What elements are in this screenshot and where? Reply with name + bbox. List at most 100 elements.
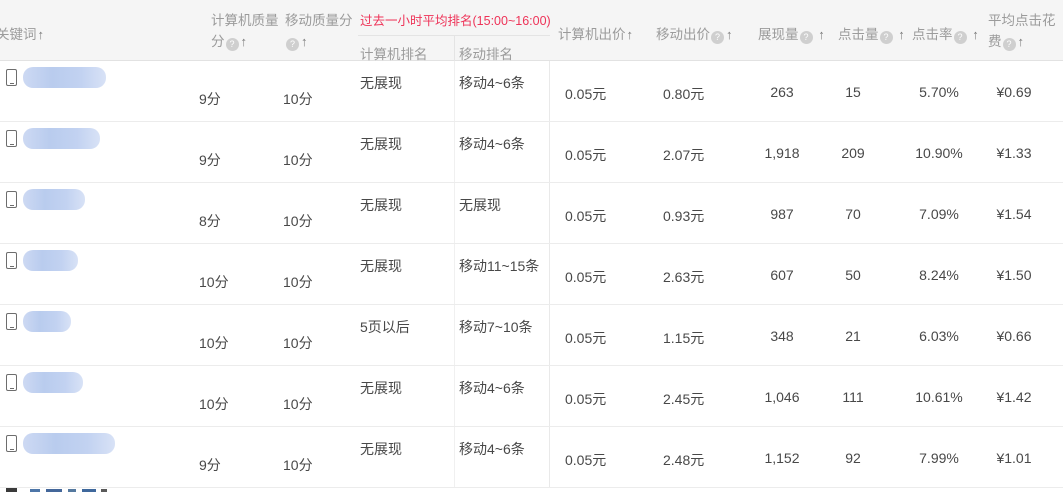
- impressions-cell: 1,046: [764, 389, 800, 405]
- sort-arrow-icon[interactable]: ↑: [972, 27, 979, 42]
- keyword-cell[interactable]: [0, 427, 195, 487]
- header-computer-quality[interactable]: 计算机质量分? ↑: [195, 0, 281, 60]
- header-clicks[interactable]: 点击量? ↑: [838, 0, 912, 60]
- clicks-cell: 92: [845, 450, 861, 466]
- header-computer-bid[interactable]: 计算机出价↑: [550, 0, 656, 60]
- help-icon[interactable]: ?: [1002, 38, 1016, 51]
- help-icon[interactable]: ?: [225, 38, 239, 51]
- header-keyword[interactable]: 关键词↑: [0, 0, 195, 60]
- header-avg-click-cost[interactable]: 平均点击花费? ↑: [988, 0, 1063, 60]
- sort-arrow-icon[interactable]: ↑: [37, 27, 45, 42]
- computer-rank-cell: 无展现: [360, 136, 402, 152]
- keyword-blur[interactable]: [23, 433, 115, 454]
- sort-arrow-icon[interactable]: ↑: [1017, 34, 1025, 49]
- rank-group-cell: 无展现 移动4~6条: [358, 61, 550, 121]
- mobile-phone-icon: [6, 191, 17, 208]
- keyword-blur[interactable]: [23, 67, 106, 88]
- mobile-phone-icon: [6, 252, 17, 269]
- ctr-cell: 8.24%: [919, 267, 959, 283]
- partial-row: [0, 488, 1063, 492]
- keyword-blur[interactable]: [23, 372, 83, 393]
- sort-arrow-icon[interactable]: ↑: [240, 34, 248, 49]
- keyword-cell[interactable]: [0, 61, 195, 121]
- table-row: 10分 10分 无展现 移动11~15条 0.05元 2.63元 607 50 …: [0, 244, 1063, 305]
- computer-quality-cell: 9分: [199, 457, 221, 473]
- help-icon[interactable]: ?: [711, 31, 724, 44]
- header-mobile-quality[interactable]: 移动质量分? ↑: [281, 0, 358, 60]
- keyword-cell[interactable]: [0, 366, 195, 426]
- header-computer-quality-label: 计算机质量分: [211, 13, 279, 49]
- table-row: 8分 10分 无展现 无展现 0.05元 0.93元 987 70 7.09% …: [0, 183, 1063, 244]
- header-avg-click-cost-label: 平均点击花费: [988, 13, 1056, 49]
- keyword-text-fragment: [46, 489, 62, 492]
- device-icon: [6, 488, 17, 492]
- table-row: 10分 10分 5页以后 移动7~10条 0.05元 1.15元 348 21 …: [0, 305, 1063, 366]
- help-icon[interactable]: ?: [286, 38, 299, 51]
- computer-bid-cell: 0.05元: [565, 330, 607, 346]
- mobile-phone-icon: [6, 313, 17, 330]
- rank-group-cell: 无展现 移动11~15条: [358, 244, 550, 304]
- mobile-quality-cell: 10分: [283, 91, 313, 107]
- header-impressions[interactable]: 展现量? ↑: [758, 0, 838, 60]
- mobile-rank-cell: 移动7~10条: [454, 305, 549, 365]
- avg-click-cost-cell: ¥1.50: [996, 267, 1032, 283]
- sort-arrow-icon[interactable]: ↑: [626, 27, 634, 42]
- mobile-quality-cell: 10分: [283, 213, 313, 229]
- keyword-blur[interactable]: [23, 250, 78, 271]
- impressions-cell: 263: [770, 84, 794, 100]
- avg-click-cost-cell: ¥1.01: [996, 450, 1032, 466]
- header-mobile-quality-label: 移动质量分: [285, 13, 353, 28]
- rank-group-cell: 5页以后 移动7~10条: [358, 305, 550, 365]
- header-impressions-label: 展现量: [758, 27, 799, 42]
- keyword-blur[interactable]: [23, 128, 100, 149]
- help-icon[interactable]: ?: [799, 31, 813, 44]
- keyword-blur[interactable]: [23, 189, 85, 210]
- impressions-cell: 1,918: [764, 145, 800, 161]
- header-mobile-bid[interactable]: 移动出价? ↑: [656, 0, 758, 60]
- mobile-bid-cell: 1.15元: [663, 330, 705, 346]
- rank-group-cell: 无展现 移动4~6条: [358, 122, 550, 182]
- avg-click-cost-cell: ¥0.69: [996, 84, 1032, 100]
- sort-arrow-icon[interactable]: ↑: [898, 27, 905, 42]
- sort-arrow-icon[interactable]: ↑: [818, 27, 825, 42]
- keyword-cell[interactable]: [0, 183, 195, 243]
- table-row: 9分 10分 无展现 移动4~6条 0.05元 2.48元 1,152 92 7…: [0, 427, 1063, 488]
- computer-quality-cell: 8分: [199, 213, 221, 229]
- mobile-bid-cell: 2.07元: [663, 147, 705, 163]
- keyword-cell[interactable]: [0, 244, 195, 304]
- mobile-rank-cell: 移动4~6条: [454, 61, 549, 121]
- table-row: 9分 10分 无展现 移动4~6条 0.05元 0.80元 263 15 5.7…: [0, 61, 1063, 122]
- rank-group-cell: 无展现 移动4~6条: [358, 366, 550, 426]
- header-ctr[interactable]: 点击率? ↑: [912, 0, 988, 60]
- avg-click-cost-cell: ¥1.54: [996, 206, 1032, 222]
- keyword-blur[interactable]: [23, 311, 71, 332]
- mobile-quality-cell: 10分: [283, 457, 313, 473]
- clicks-cell: 209: [841, 145, 865, 161]
- help-icon[interactable]: ?: [879, 31, 893, 44]
- mobile-rank-cell: 无展现: [454, 183, 549, 243]
- header-clicks-label: 点击量: [838, 27, 879, 42]
- keyword-cell[interactable]: [0, 305, 195, 365]
- computer-rank-cell: 无展现: [360, 380, 402, 396]
- ctr-cell: 10.61%: [915, 389, 963, 405]
- rank-group-cell: 无展现 无展现: [358, 183, 550, 243]
- help-icon[interactable]: ?: [953, 31, 967, 44]
- sort-arrow-icon[interactable]: ↑: [301, 34, 308, 49]
- header-rank-group: 过去一小时平均排名(15:00~16:00) 计算机排名 移动排名: [358, 0, 551, 63]
- table-header: 关键词↑ 计算机质量分? ↑ 移动质量分? ↑ 过去一小时平均排名(15:00~16…: [0, 0, 1063, 63]
- mobile-bid-cell: 2.48元: [663, 452, 705, 468]
- clicks-cell: 50: [845, 267, 861, 283]
- header-ctr-label: 点击率: [912, 27, 953, 42]
- table-body: 9分 10分 无展现 移动4~6条 0.05元 0.80元 263 15 5.7…: [0, 61, 1063, 488]
- avg-click-cost-cell: ¥1.33: [996, 145, 1032, 161]
- computer-rank-cell: 无展现: [360, 441, 402, 457]
- mobile-rank-cell: 移动11~15条: [454, 244, 549, 304]
- sort-arrow-icon[interactable]: ↑: [726, 27, 733, 42]
- keyword-cell[interactable]: [0, 122, 195, 182]
- header-computer-bid-label: 计算机出价: [558, 27, 626, 42]
- impressions-cell: 348: [770, 328, 794, 344]
- computer-bid-cell: 0.05元: [565, 269, 607, 285]
- computer-bid-cell: 0.05元: [565, 208, 607, 224]
- ctr-cell: 7.99%: [919, 450, 959, 466]
